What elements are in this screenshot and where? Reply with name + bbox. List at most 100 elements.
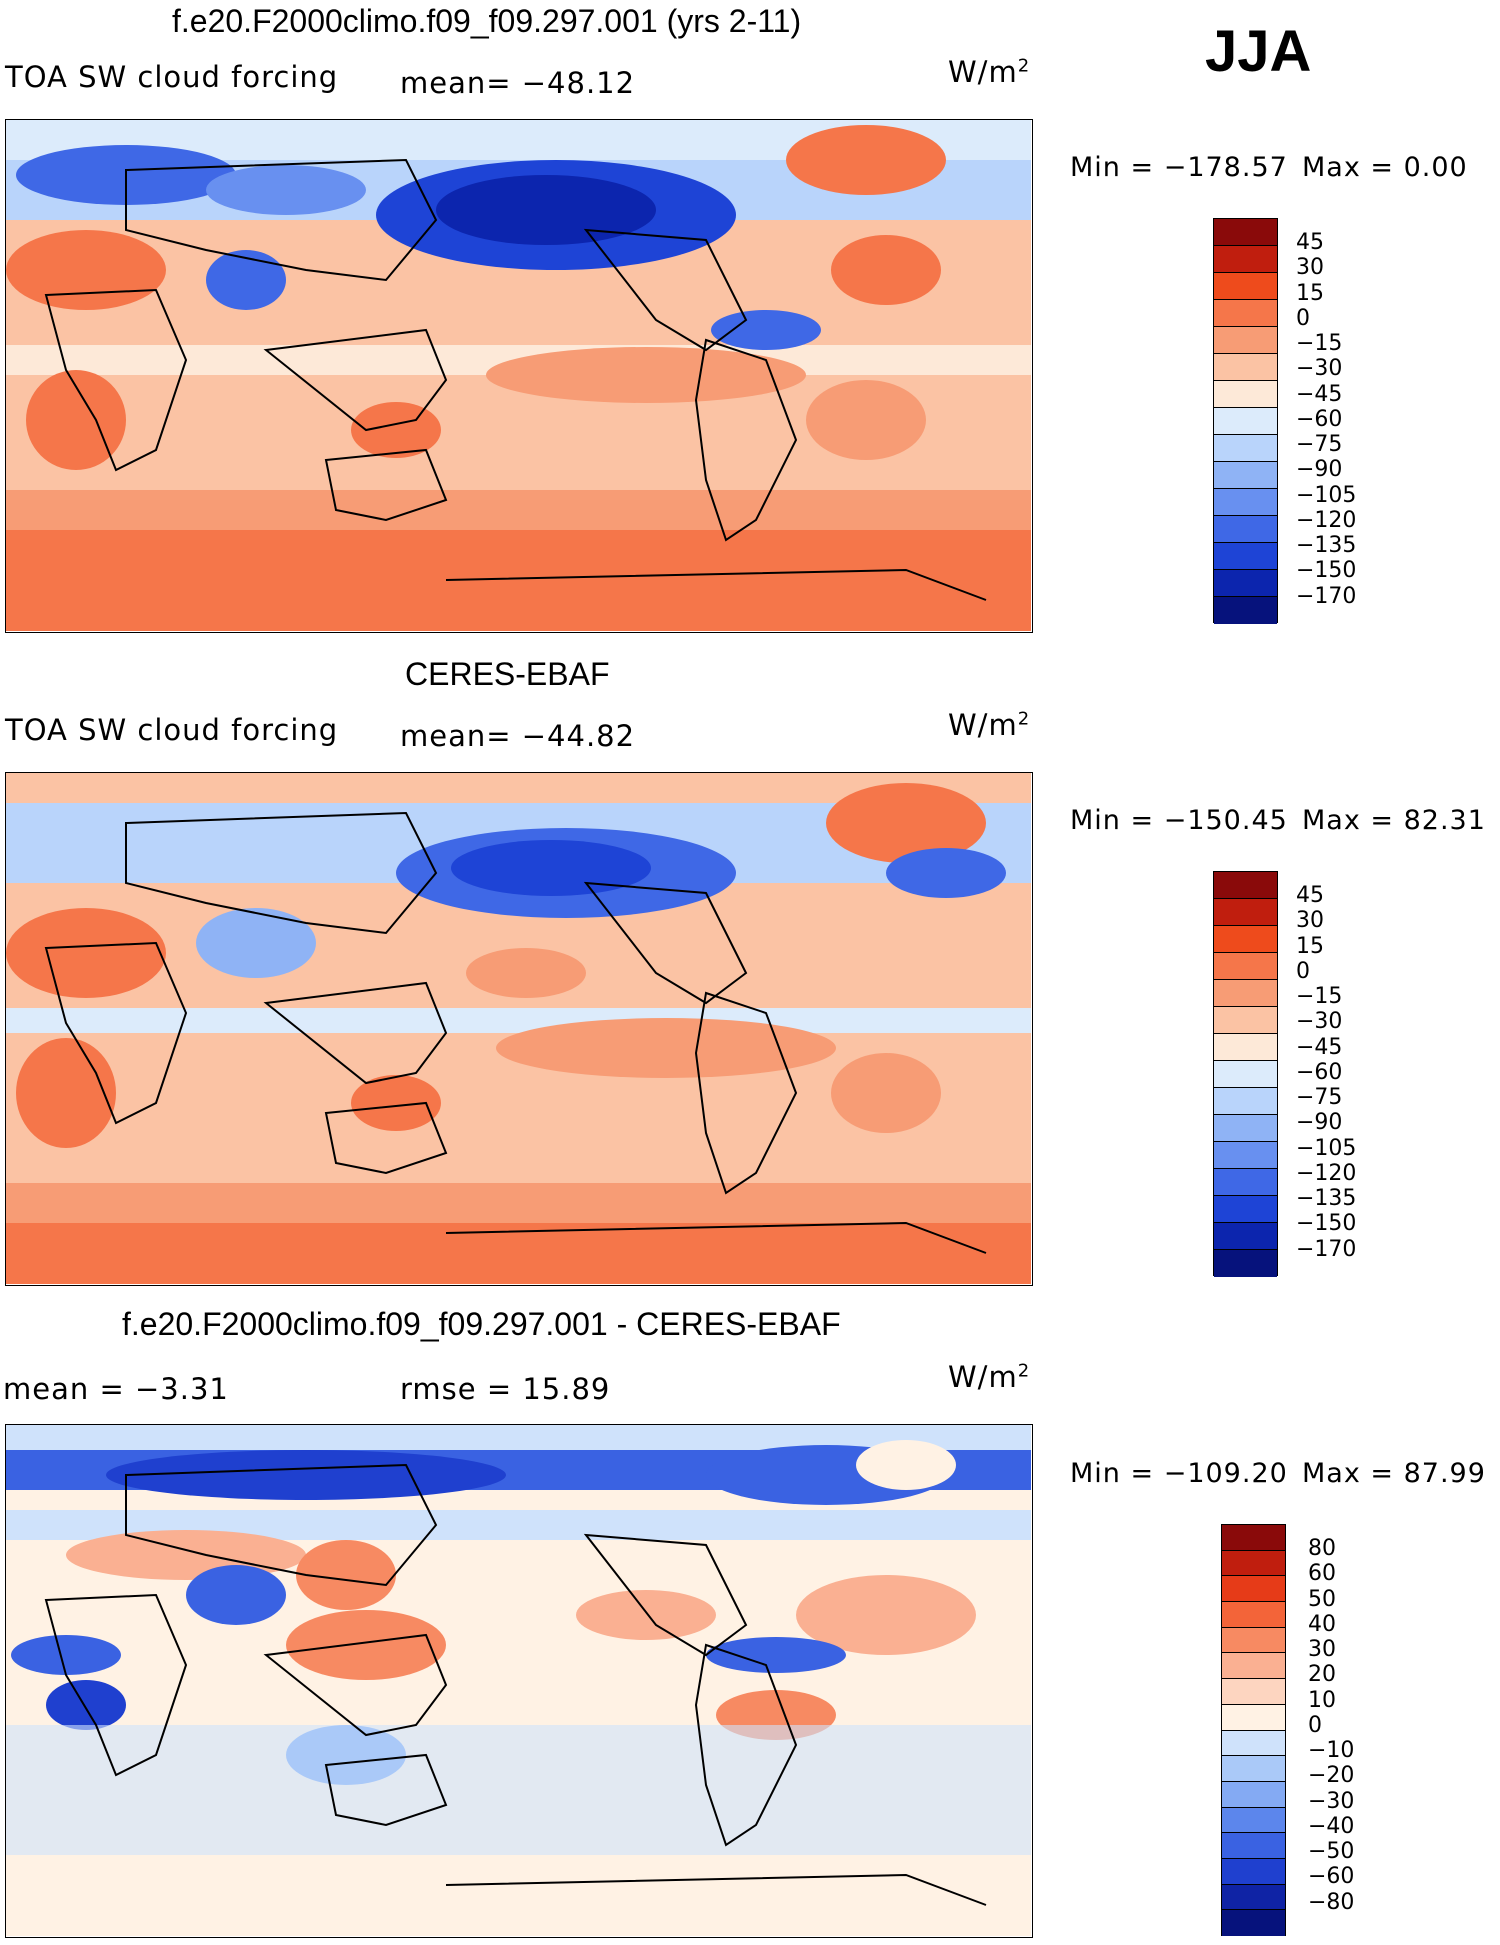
colorbar-tick-label: 10 [1308, 1688, 1336, 1713]
colorbar-segment [1214, 516, 1277, 543]
colorbar-segment [1214, 543, 1277, 570]
colorbar-tick-label: 30 [1308, 1637, 1336, 1662]
colorbar-tick-label: −30 [1296, 356, 1343, 381]
colorbar-segment [1222, 1576, 1285, 1603]
panel-3-mean-label: mean = −3.31 [3, 1372, 229, 1406]
colorbar-segment [1214, 408, 1277, 435]
panel-1-variable-label: TOA SW cloud forcing [5, 60, 339, 94]
colorbar-tick-label: 40 [1308, 1612, 1336, 1637]
colorbar-tick-label: −30 [1308, 1789, 1355, 1814]
colorbar-segment [1222, 1627, 1285, 1654]
colorbar-tick-label: −20 [1308, 1763, 1355, 1788]
panel-1-mean-label: mean= −48.12 [400, 66, 636, 100]
colorbar-tick-label: −120 [1296, 508, 1357, 533]
colorbar-segment [1214, 1250, 1277, 1277]
colorbar-tick-label: −45 [1296, 382, 1343, 407]
panel-3-title: f.e20.F2000climo.f09_f09.297.001 - CERES… [122, 1306, 841, 1342]
colorbar-tick-label: 50 [1308, 1587, 1336, 1612]
colorbar-segment [1222, 1704, 1285, 1731]
colorbar-segment [1214, 597, 1277, 624]
colorbar-segment [1214, 1034, 1277, 1061]
colorbar-segment [1222, 1910, 1285, 1936]
colorbar-tick-label: −60 [1296, 407, 1343, 432]
colorbar-tick-label: −10 [1308, 1738, 1355, 1763]
colorbar-segment [1222, 1602, 1285, 1628]
colorbar-tick-label: 15 [1296, 934, 1324, 959]
colorbar-segment [1214, 381, 1277, 408]
panel-3-max-label: Max = 87.99 [1302, 1458, 1486, 1489]
panel-1-min-label: Min = −178.57 [1070, 152, 1288, 183]
colorbar-segment [1214, 1088, 1277, 1115]
panel-2-mean-label: mean= −44.82 [400, 719, 636, 753]
colorbar-segment [1214, 489, 1277, 516]
colorbar-segment [1222, 1550, 1285, 1577]
colorbar-segment [1222, 1884, 1285, 1911]
colorbar-tick-label: −170 [1296, 1237, 1357, 1262]
colorbar-tick-label: −120 [1296, 1161, 1357, 1186]
colorbar-segment [1222, 1679, 1285, 1705]
colorbar-segment [1214, 300, 1277, 327]
colorbar-segment [1214, 354, 1277, 381]
panel-2-variable-label: TOA SW cloud forcing [5, 713, 339, 747]
colorbar-tick-label: −75 [1296, 1085, 1343, 1110]
colorbar-segment [1222, 1730, 1285, 1757]
season-label: JJA [1205, 19, 1312, 84]
colorbar-segment [1214, 980, 1277, 1007]
colorbar-segment [1214, 1196, 1277, 1223]
colorbar-tick-label: 45 [1296, 883, 1324, 908]
colorbar-segment [1214, 1007, 1277, 1034]
colorbar-segment [1214, 926, 1277, 953]
colorbar-segment [1214, 1169, 1277, 1196]
colorbar-tick-label: −40 [1308, 1814, 1355, 1839]
colorbar-segment [1214, 435, 1277, 462]
colorbar-segment [1214, 872, 1277, 899]
colorbar-segment [1214, 246, 1277, 273]
panel-3-map [5, 1424, 1033, 1938]
colorbar-tick-label: −60 [1308, 1864, 1355, 1889]
colorbar-tick-label: −45 [1296, 1035, 1343, 1060]
colorbar-tick-label: −135 [1296, 533, 1357, 558]
colorbar-tick-label: 80 [1308, 1536, 1336, 1561]
panel-2-colorbar [1213, 871, 1278, 1277]
colorbar-tick-label: −30 [1296, 1009, 1343, 1034]
colorbar-tick-label: −15 [1296, 984, 1343, 1009]
colorbar-segment [1214, 327, 1277, 354]
panel-1-colorbar [1213, 218, 1278, 624]
colorbar-tick-label: −50 [1308, 1839, 1355, 1864]
colorbar-segment [1214, 1142, 1277, 1169]
colorbar-segment [1214, 273, 1277, 300]
panel-2-min-label: Min = −150.45 [1070, 805, 1288, 836]
colorbar-tick-label: −80 [1308, 1890, 1355, 1915]
colorbar-tick-label: −90 [1296, 1110, 1343, 1135]
colorbar-tick-label: 0 [1296, 959, 1310, 984]
colorbar-tick-label: −75 [1296, 432, 1343, 457]
panel-1-title: f.e20.F2000climo.f09_f09.297.001 (yrs 2-… [172, 3, 802, 39]
colorbar-segment [1214, 1115, 1277, 1142]
colorbar-tick-label: −60 [1296, 1060, 1343, 1085]
colorbar-tick-label: −170 [1296, 584, 1357, 609]
colorbar-tick-label: 0 [1308, 1713, 1322, 1738]
colorbar-segment [1222, 1858, 1285, 1885]
colorbar-tick-label: −15 [1296, 331, 1343, 356]
colorbar-segment [1222, 1833, 1285, 1859]
panel-2-max-label: Max = 82.31 [1302, 805, 1486, 836]
panel-3-rmse-label: rmse = 15.89 [400, 1372, 611, 1406]
panel-1-map [5, 119, 1033, 633]
colorbar-segment [1214, 899, 1277, 926]
colorbar-tick-label: −90 [1296, 457, 1343, 482]
colorbar-segment [1222, 1756, 1285, 1782]
colorbar-tick-label: 20 [1308, 1662, 1336, 1687]
colorbar-tick-label: −150 [1296, 1211, 1357, 1236]
colorbar-segment [1222, 1807, 1285, 1834]
colorbar-tick-label: 15 [1296, 281, 1324, 306]
panel-2-units-label: W/m2 [948, 708, 1031, 742]
colorbar-segment [1214, 462, 1277, 489]
colorbar-segment [1214, 219, 1277, 246]
colorbar-segment [1214, 1223, 1277, 1250]
colorbar-tick-label: 60 [1308, 1561, 1336, 1586]
panel-1-max-label: Max = 0.00 [1302, 152, 1468, 183]
colorbar-tick-label: −105 [1296, 1136, 1357, 1161]
colorbar-tick-label: 0 [1296, 306, 1310, 331]
colorbar-segment [1214, 953, 1277, 980]
colorbar-segment [1222, 1525, 1285, 1551]
